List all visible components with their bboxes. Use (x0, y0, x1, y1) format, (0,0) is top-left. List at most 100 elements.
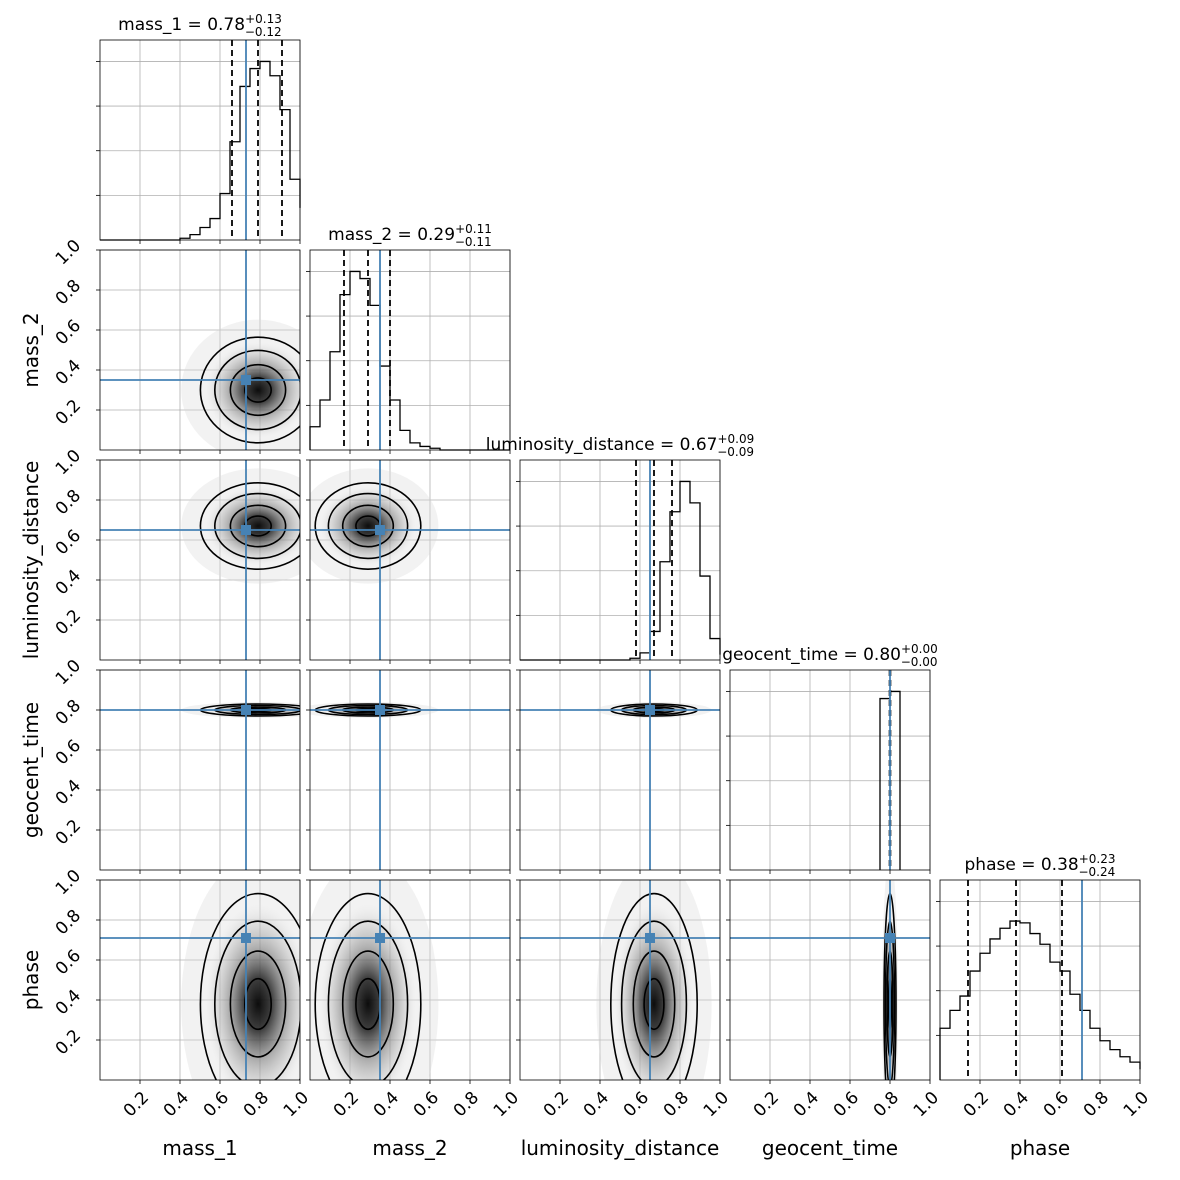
truth-marker-4-3 (885, 933, 895, 943)
xtick-label-mass_2-3: 0.8 (450, 1088, 483, 1121)
xtick-label-phase-1: 0.4 (1000, 1088, 1033, 1121)
truth-marker-4-0 (241, 933, 251, 943)
contour-1 (214, 492, 300, 560)
ytick-label-mass_2-2: 0.6 (52, 316, 85, 349)
panel-3-3-frame (729, 669, 931, 871)
ylabel-phase: phase (19, 950, 43, 1010)
contour-0 (314, 481, 422, 570)
density-panel-mass_1-phase (181, 880, 300, 1080)
ytick-label-luminosity_distance-3: 0.8 (52, 486, 85, 519)
density-fill (317, 484, 419, 568)
panel-2-2-frame (519, 459, 721, 661)
density-panel-mass_2-phase (310, 880, 439, 1080)
truth-marker-3-2 (645, 705, 655, 715)
title-mass_1: mass_1 = 0.78+0.13 −0.12 (118, 12, 282, 39)
title-geocent_time: geocent_time = 0.80+0.00 −0.00 (722, 642, 938, 669)
ytick-label-geocent_time-1: 0.4 (52, 776, 85, 809)
ylabel-geocent_time: geocent_time (19, 702, 43, 838)
ytick-label-mass_2-1: 0.4 (52, 356, 85, 389)
contour-0 (314, 892, 422, 1080)
ylabel-mass_2: mass_2 (19, 312, 43, 387)
density-panel-luminosity_distance-phase (596, 880, 712, 1080)
xtick-label-mass_2-2: 0.6 (410, 1088, 443, 1121)
histogram-phase (939, 920, 1141, 1080)
title-phase: phase = 0.38+0.23 −0.24 (965, 852, 1116, 879)
xtick-label-mass_2-0: 0.2 (330, 1088, 363, 1121)
xlabel-luminosity_distance: luminosity_distance (521, 1136, 720, 1160)
panel-4-2-frame (519, 879, 721, 1081)
contour-2 (341, 504, 395, 548)
xtick-label-luminosity_distance-3: 0.8 (660, 1088, 693, 1121)
xtick-label-mass_1-1: 0.4 (160, 1088, 193, 1121)
density-panel-mass_1-mass_2 (181, 319, 300, 450)
contour-2 (341, 950, 395, 1058)
xtick-label-phase-4: 1.0 (1120, 1088, 1153, 1121)
truth-marker-2-0 (241, 525, 251, 535)
xtick-label-geocent_time-2: 0.6 (830, 1088, 863, 1121)
ytick-label-luminosity_distance-1: 0.4 (52, 566, 85, 599)
contour-0 (610, 892, 698, 1080)
contour-3 (643, 977, 665, 1031)
density-fill (202, 898, 300, 1080)
contour-2 (229, 950, 287, 1058)
xtick-label-mass_1-0: 0.2 (120, 1088, 153, 1121)
contour-3 (244, 377, 273, 403)
contour-2 (229, 363, 287, 417)
ylabel-luminosity_distance: luminosity_distance (19, 461, 43, 660)
ytick-label-phase-0: 0.2 (52, 1026, 85, 1059)
contour-3 (244, 977, 273, 1031)
panel-4-1-frame (309, 879, 511, 1081)
density-fill (612, 898, 696, 1080)
xtick-label-luminosity_distance-1: 0.4 (580, 1088, 613, 1121)
truth-marker-4-1 (375, 933, 385, 943)
ytick-label-geocent_time-2: 0.6 (52, 736, 85, 769)
truth-marker-4-2 (645, 933, 655, 943)
xtick-label-geocent_time-4: 1.0 (910, 1088, 943, 1121)
xtick-label-mass_2-1: 0.4 (370, 1088, 403, 1121)
ytick-label-phase-2: 0.6 (52, 946, 85, 979)
truth-marker-3-1 (375, 705, 385, 715)
contour-1 (327, 492, 409, 560)
xtick-label-luminosity_distance-2: 0.6 (620, 1088, 653, 1121)
panel-0-0-frame (99, 39, 301, 241)
xlabel-phase: phase (1010, 1136, 1070, 1160)
xtick-label-phase-2: 0.6 (1040, 1088, 1073, 1121)
xtick-label-phase-3: 0.8 (1080, 1088, 1113, 1121)
ytick-label-phase-4: 1.0 (52, 866, 85, 899)
ytick-label-mass_2-3: 0.8 (52, 276, 85, 309)
contour-1 (214, 349, 300, 431)
xtick-label-geocent_time-3: 0.8 (870, 1088, 903, 1121)
frames-layer (96, 39, 1141, 1084)
xtick-label-geocent_time-1: 0.4 (790, 1088, 823, 1121)
contour-2 (632, 950, 676, 1058)
density-panel-mass_1-luminosity_distance (181, 468, 300, 584)
truth-marker-3-0 (241, 705, 251, 715)
contour-2 (229, 504, 287, 548)
ytick-label-mass_2-0: 0.2 (52, 396, 85, 429)
xtick-label-mass_1-3: 0.8 (240, 1088, 273, 1121)
ytick-label-phase-3: 0.8 (52, 906, 85, 939)
xtick-label-geocent_time-0: 0.2 (750, 1088, 783, 1121)
xlabel-mass_1: mass_1 (162, 1136, 237, 1160)
contour-0 (199, 482, 300, 570)
density-fill (317, 898, 419, 1080)
xtick-label-mass_1-2: 0.6 (200, 1088, 233, 1121)
panel-1-0-frame (99, 249, 301, 451)
xlabel-mass_2: mass_2 (372, 1136, 447, 1160)
contour-1 (214, 920, 300, 1080)
xtick-label-mass_2-4: 1.0 (490, 1088, 523, 1121)
panel-1-1-frame (309, 249, 511, 451)
xtick-label-luminosity_distance-0: 0.2 (540, 1088, 573, 1121)
panel-4-0-frame (99, 879, 301, 1081)
panel-2-0-frame (99, 459, 301, 661)
density-fill (202, 484, 300, 568)
xtick-label-mass_1-4: 1.0 (280, 1088, 313, 1121)
density-fill (202, 339, 300, 441)
ytick-label-luminosity_distance-2: 0.6 (52, 526, 85, 559)
contour-1 (327, 920, 409, 1080)
ytick-label-luminosity_distance-4: 1.0 (52, 446, 85, 479)
truth-marker-1-0 (241, 375, 251, 385)
xtick-label-luminosity_distance-4: 1.0 (700, 1088, 733, 1121)
contour-1 (620, 920, 688, 1080)
